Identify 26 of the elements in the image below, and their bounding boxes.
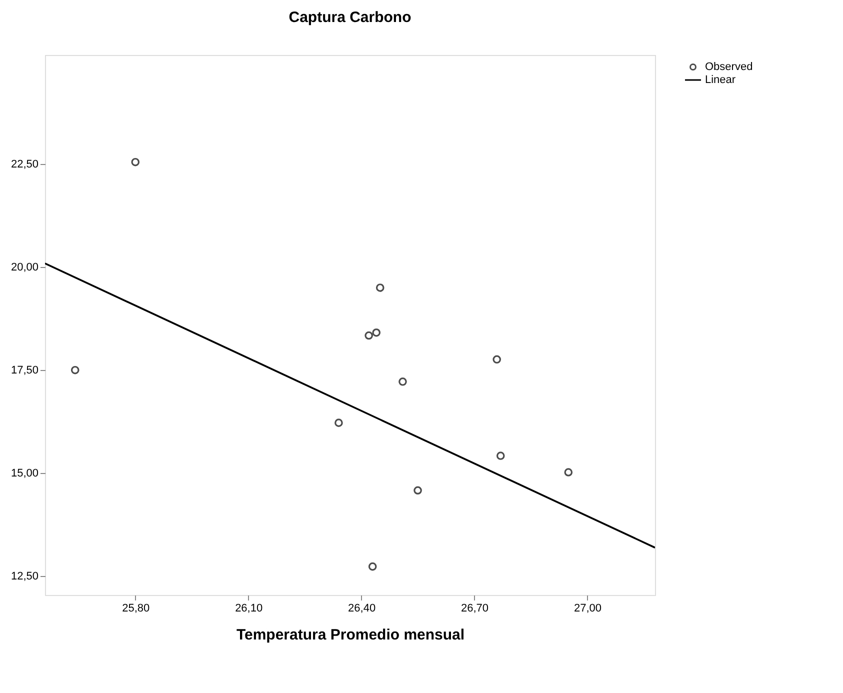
point xyxy=(372,328,381,337)
point xyxy=(376,284,384,292)
y-tick-label: 20,00 xyxy=(10,262,38,274)
point xyxy=(496,452,505,460)
legend-label: Observed xyxy=(705,61,753,73)
point xyxy=(70,366,80,374)
x-tick-label: 26,70 xyxy=(460,602,489,614)
y-tick-label: 12,50 xyxy=(10,570,38,583)
y-tick-label: 15,00 xyxy=(10,468,38,480)
x-tick-label: 27,00 xyxy=(574,602,602,614)
chart-title: Captura Carbono xyxy=(288,9,412,26)
point xyxy=(398,377,407,386)
x-tick-label: 26,40 xyxy=(348,602,376,614)
point xyxy=(564,468,573,476)
point xyxy=(414,486,422,495)
point xyxy=(334,418,343,427)
legend-label: Linear xyxy=(705,74,736,86)
x-tick-label: 26,10 xyxy=(235,602,263,614)
point xyxy=(131,158,140,166)
x-axis-title: Temperatura Promedio mensual xyxy=(236,626,465,644)
point xyxy=(368,562,377,571)
x-tick-label: 25,80 xyxy=(122,602,150,614)
point xyxy=(364,331,373,340)
y-tick-label: 22,50 xyxy=(10,158,38,171)
y-tick-label: 17,50 xyxy=(10,364,38,377)
point xyxy=(492,355,502,364)
